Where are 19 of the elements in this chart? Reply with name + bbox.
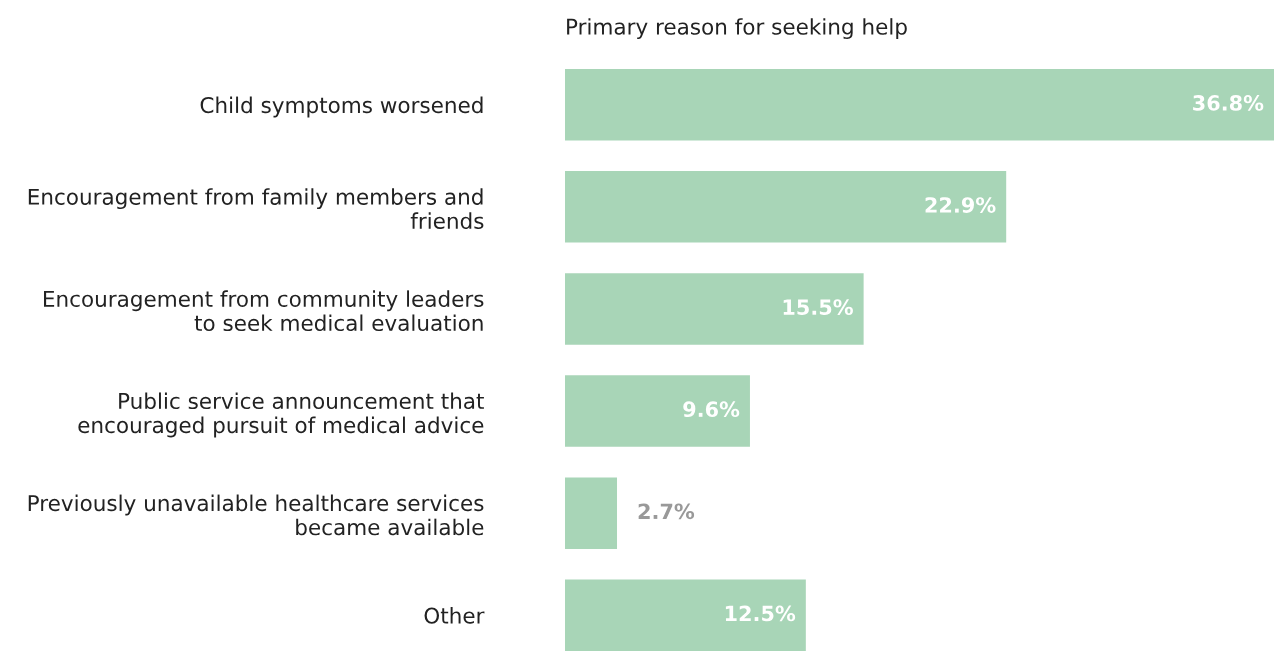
- bar: [565, 69, 1274, 141]
- data-label: 2.7%: [638, 503, 695, 520]
- y-tick-label: Child symptoms worsened: [200, 96, 483, 118]
- y-tick-label: Other: [424, 607, 485, 624]
- bar: [565, 579, 806, 651]
- data-label: 12.5%: [725, 605, 796, 622]
- y-tick-label: Public service announcement that encouraged pursuit of medical advice: [78, 392, 484, 438]
- y-tick-label: Previously unavailable healthcare services became available: [28, 494, 484, 536]
- data-label: 22.9%: [925, 197, 996, 213]
- data-label: 15.5%: [783, 299, 853, 315]
- bar: [565, 171, 1007, 243]
- data-label: 36.8%: [1193, 95, 1264, 111]
- chart-title: Primary reason for seeking help: [567, 18, 907, 39]
- y-tick-label: Encouragement from family members and friends: [28, 188, 484, 230]
- data-label: 9.6%: [683, 401, 740, 418]
- bar: [565, 477, 618, 549]
- bar: [565, 273, 864, 345]
- y-tick-label: Encouragement from community leaders to seek medical evaluation: [44, 290, 484, 332]
- bar: [565, 375, 750, 447]
